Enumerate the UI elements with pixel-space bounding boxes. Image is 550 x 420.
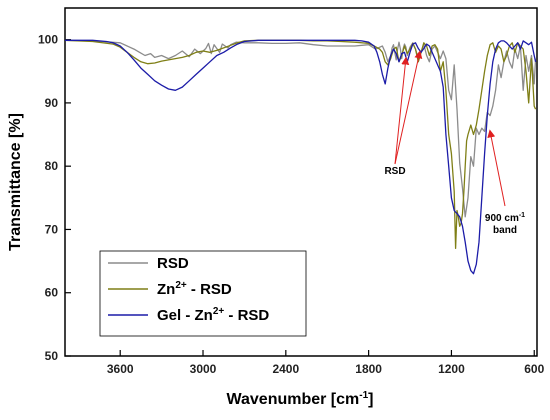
y-tick-label: 90 <box>45 96 59 110</box>
x-tick-label: 2400 <box>272 362 299 376</box>
x-tick-label: 3000 <box>190 362 217 376</box>
plot-frame <box>64 7 538 357</box>
y-tick-label: 100 <box>38 33 58 47</box>
y-tick-label: 80 <box>45 159 59 173</box>
x-axis-title-sup: -1 <box>359 390 368 401</box>
legend-box <box>99 250 307 337</box>
x-axis-title-suffix: ] <box>368 391 373 408</box>
series-line-0 <box>64 39 537 218</box>
x-axis-title: Wavenumber [cm-1] <box>226 390 373 408</box>
x-axis-title-main: Wavenumber [cm <box>226 391 359 408</box>
x-tick-label: 600 <box>524 362 544 376</box>
legend-label-2: Gel - Zn2+ - RSD <box>157 306 269 324</box>
y-axis-title: Transmittance [%] <box>7 113 24 251</box>
y-tick-label: 70 <box>45 222 59 236</box>
legend-label-0: RSD <box>157 255 189 272</box>
legend: RSD Zn2+ - RSD Gel - Zn2+ - RSD <box>99 250 307 337</box>
x-axis-ticks: 3600 3000 2400 1800 1200 600 <box>107 350 545 376</box>
series-lines <box>64 39 537 275</box>
rsd-arrow-0 <box>394 50 423 165</box>
band-annotation-line1: 900 cm-1 <box>485 212 525 224</box>
series-line-2 <box>65 39 537 275</box>
band-annotation-line2: band <box>493 225 517 236</box>
x-tick-label: 1800 <box>355 362 382 376</box>
legend-label-1: Zn2+ - RSD <box>157 280 232 298</box>
rsd-annotation-label: RSD <box>384 166 405 177</box>
band-arrow <box>487 129 506 207</box>
x-tick-label: 3600 <box>107 362 134 376</box>
rsd-arrow-1 <box>394 56 410 165</box>
y-tick-label: 60 <box>45 286 59 300</box>
y-tick-label: 50 <box>45 349 59 363</box>
x-tick-label: 1200 <box>438 362 465 376</box>
y-axis-ticks: 50 60 70 80 90 100 <box>38 33 71 363</box>
